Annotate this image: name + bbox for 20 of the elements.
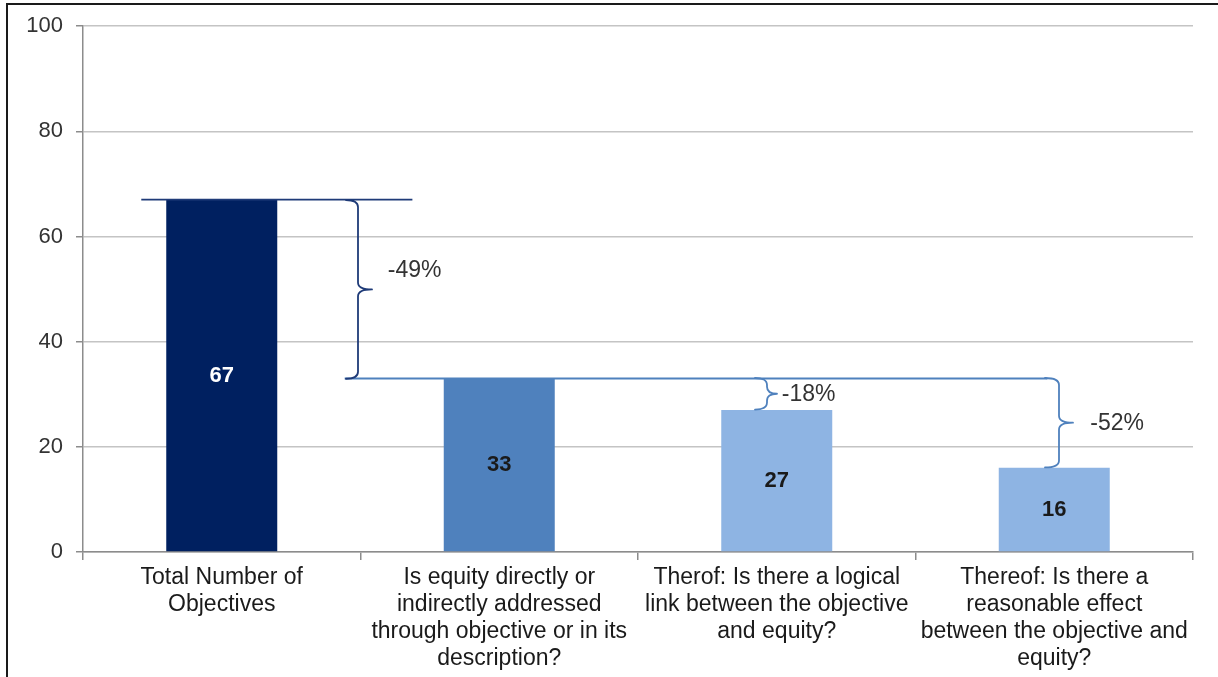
y-tick-label: 0 [50,538,63,564]
annotation: -52% [1090,408,1144,435]
annotation: -18% [781,379,836,406]
x-tick-label: Therof: Is there a logical link between the objective and equity? [645,562,909,643]
x-tick-label: Total Number of Objectives [140,562,304,616]
data-label: 33 [487,450,512,476]
y-tick-label: 20 [38,432,63,458]
y-tick-label: 80 [38,117,63,143]
annotation: -49% [387,256,442,283]
bar [166,199,278,552]
y-tick-label: 60 [38,222,63,248]
data-label: 16 [1042,495,1067,521]
bar [721,410,833,552]
y-tick-label: 100 [26,12,63,38]
bar [998,467,1110,552]
data-label: 27 [764,466,789,492]
data-label: 67 [209,361,234,387]
x-tick-label: Thereof: Is there a reasonable effect between the objective and equity? [920,562,1188,670]
y-tick-label: 40 [38,327,63,353]
x-tick-label: Is equity directly or indirectly addressed through objective or in its description? [371,562,628,670]
